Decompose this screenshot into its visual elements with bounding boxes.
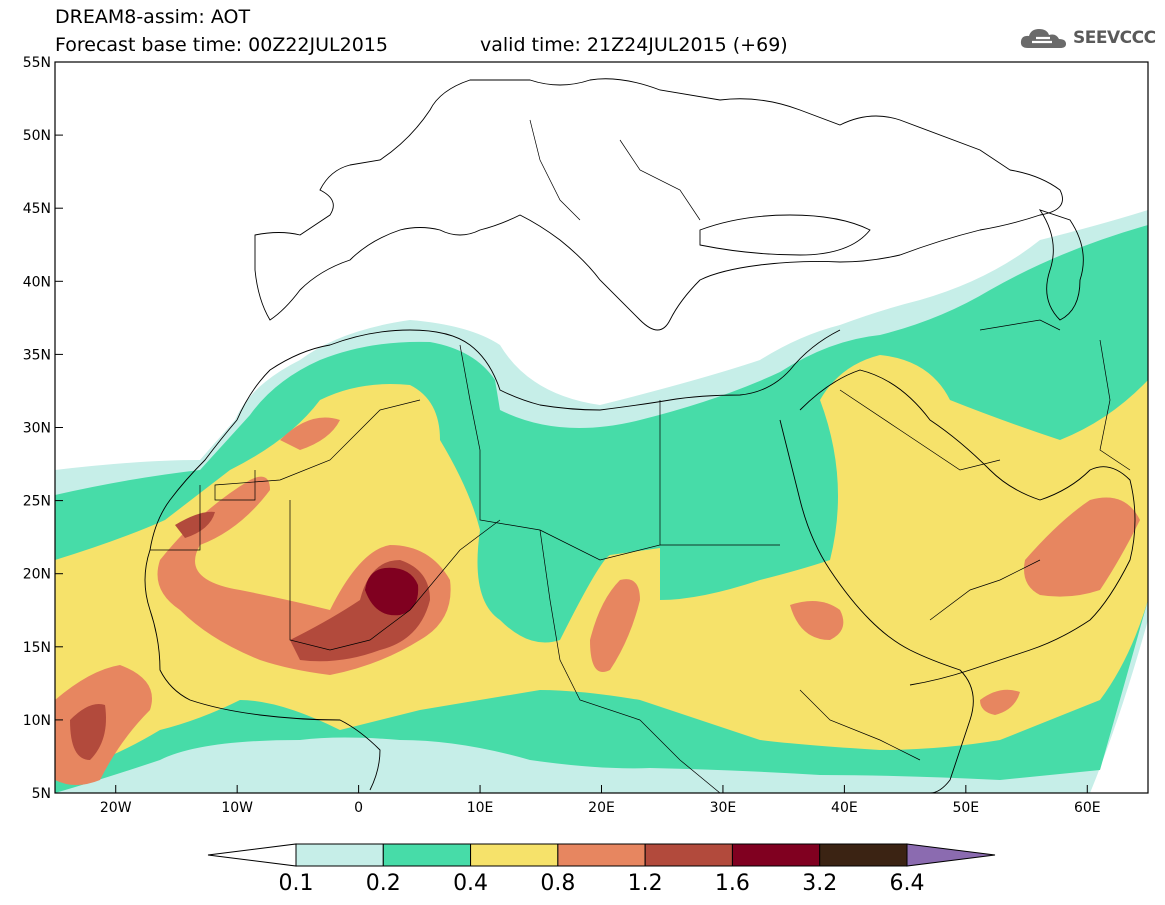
lon-label: 20E — [588, 800, 615, 816]
valid-time: valid time: 21Z24JUL2015 (+69) — [480, 34, 788, 56]
europe-coastline — [254, 78, 1063, 331]
caspian-sea — [1038, 209, 1084, 321]
longitude-axis: 20W 10W 0 10E 20E 30E 40E 50E 60E — [100, 785, 1101, 816]
north-africa-coastline — [236, 329, 841, 421]
colorbar-tick-label: 0.1 — [279, 871, 314, 896]
lon-label: 0 — [354, 800, 363, 816]
aot-band-0.8-e — [790, 601, 844, 640]
lat-label: 55N — [23, 55, 51, 71]
colorbar-tick-label: 0.2 — [366, 871, 401, 896]
lat-label: 20N — [23, 567, 51, 583]
border-algeria-libya — [459, 344, 541, 531]
lon-label: 10E — [467, 800, 494, 816]
logo-text: SEEVCCC — [1073, 28, 1156, 48]
border-morocco-algeria — [214, 399, 421, 501]
colorbar-tick-label: 0.8 — [540, 871, 575, 896]
colorbar-segment — [819, 843, 908, 867]
lat-label: 35N — [23, 347, 51, 363]
west-africa-coast — [144, 419, 381, 791]
map-title: DREAM8-assim: AOT — [55, 6, 251, 28]
lon-label: 60E — [1074, 800, 1101, 816]
border-balkans — [619, 139, 701, 221]
lon-label: 20W — [100, 800, 132, 816]
border-ethiopia — [799, 689, 921, 761]
lon-label: 50E — [952, 800, 979, 816]
cloud-icon — [1020, 29, 1066, 48]
colorbar-segment — [557, 843, 646, 867]
colorbar-min-triangle — [207, 843, 297, 867]
aot-band-0.8-g — [280, 417, 340, 450]
red-sea-coast — [779, 419, 911, 651]
border-iran-pakistan — [1099, 339, 1131, 471]
colorbar-tick-label: 1.6 — [715, 871, 750, 896]
lat-label: 40N — [23, 274, 51, 290]
lat-label: 45N — [23, 201, 51, 217]
country-borders — [150, 119, 1131, 793]
aot-band-1.6 — [365, 567, 419, 616]
aot-band-0.8-d — [1024, 497, 1140, 597]
colorbar-tick-label: 1.2 — [628, 871, 663, 896]
colorbar-segment — [382, 843, 472, 867]
aot-contours — [55, 210, 1148, 793]
colorbar-max-triangle — [906, 843, 996, 867]
lon-label: 40E — [831, 800, 858, 816]
colorbar-segment — [470, 843, 559, 867]
lon-label: 10W — [221, 800, 253, 816]
colorbar-segment — [731, 843, 821, 867]
lat-label: 25N — [23, 494, 51, 510]
aot-band-1.2-c — [175, 511, 215, 538]
border-arabia-north — [839, 389, 1001, 471]
border-mali-niger — [289, 500, 501, 651]
border-mauritania — [150, 485, 201, 551]
latitude-axis: 55N 50N 45N 40N 35N 30N 25N 20N 15N 10N 5N — [23, 55, 63, 802]
lat-label: 5N — [32, 786, 51, 802]
lat-label: 15N — [23, 640, 51, 656]
lat-label: 10N — [23, 713, 51, 729]
aot-band-0.8-f — [980, 689, 1020, 715]
lon-label: 30E — [710, 800, 737, 816]
border-chad — [539, 529, 641, 721]
lat-label: 50N — [23, 128, 51, 144]
border-central-europe — [529, 119, 581, 221]
aot-band-0.8-c — [590, 579, 640, 672]
colorbar-tick-label: 0.4 — [453, 871, 488, 896]
colorbar-tick-label: 3.2 — [802, 871, 837, 896]
border-libya-chad — [539, 400, 661, 561]
colorbar-tick-label: 6.4 — [890, 871, 925, 896]
border-central-africa — [639, 719, 721, 793]
aot-band-1.2-b — [70, 704, 106, 760]
arabia-coast — [799, 369, 1136, 686]
lat-label: 30N — [23, 421, 51, 437]
colorbar-segment — [295, 843, 384, 867]
horn-africa-coast — [909, 649, 974, 793]
border-yemen — [929, 559, 1041, 621]
forecast-base-time: Forecast base time: 00Z22JUL2015 — [55, 34, 388, 56]
black-sea — [699, 214, 871, 256]
colorbar-segment — [644, 843, 733, 867]
seevccc-logo: SEEVCCC — [1018, 24, 1156, 52]
coastlines — [144, 78, 1136, 793]
border-iran-iraq — [979, 319, 1061, 331]
